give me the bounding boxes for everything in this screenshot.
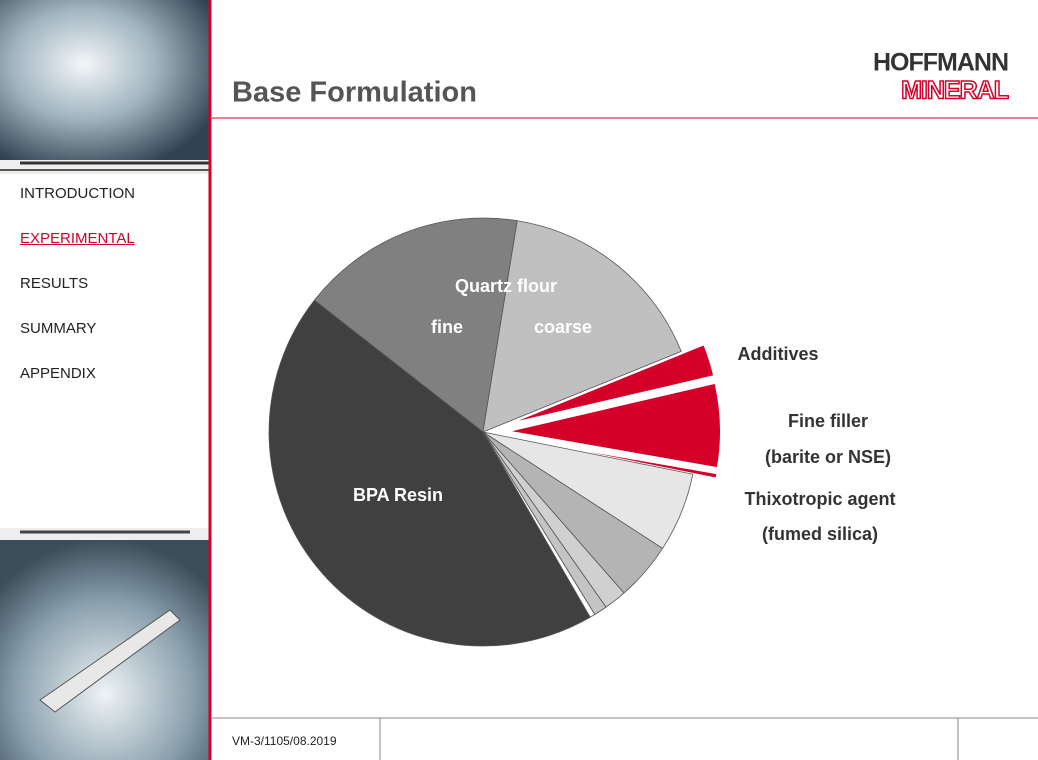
group-label: Quartz flour	[455, 276, 557, 296]
slide-canvas: Base Formulation HOFFMANN MINERAL VM-3/1…	[0, 0, 1038, 760]
pie-chart: fine coarse Additives Fine filler (barite or…	[269, 218, 896, 646]
slice-label: coarse	[534, 317, 592, 337]
slice-label: Thixotropic agent	[744, 489, 895, 509]
nav-item[interactable]: RESULTS	[20, 275, 88, 292]
nav-item[interactable]: INTRODUCTION	[20, 185, 135, 202]
slice-label: Fine filler	[788, 411, 868, 431]
slice-label: fine	[431, 317, 463, 337]
slide: {"header": {"title": "Base Formulation",…	[0, 0, 1038, 760]
slice-label: (fumed silica)	[762, 524, 878, 544]
logo-top: HOFFMANN	[873, 49, 1008, 77]
slide-title: Base Formulation	[232, 77, 477, 109]
slice-label: (barite or NSE)	[765, 447, 891, 467]
slice-label: Additives	[737, 344, 818, 364]
nav-item[interactable]: SUMMARY	[20, 320, 96, 337]
sidebar-image-bottom	[0, 540, 210, 760]
nav-item[interactable]: APPENDIX	[20, 365, 96, 382]
footer-code: VM-3/1105/08.2019	[232, 734, 337, 748]
slice-label: BPA Resin	[353, 485, 443, 505]
logo-bottom: MINERAL	[901, 77, 1009, 105]
nav-item[interactable]: EXPERIMENTAL	[20, 230, 135, 247]
sidebar-image-top	[0, 0, 210, 160]
stripe	[0, 528, 210, 540]
